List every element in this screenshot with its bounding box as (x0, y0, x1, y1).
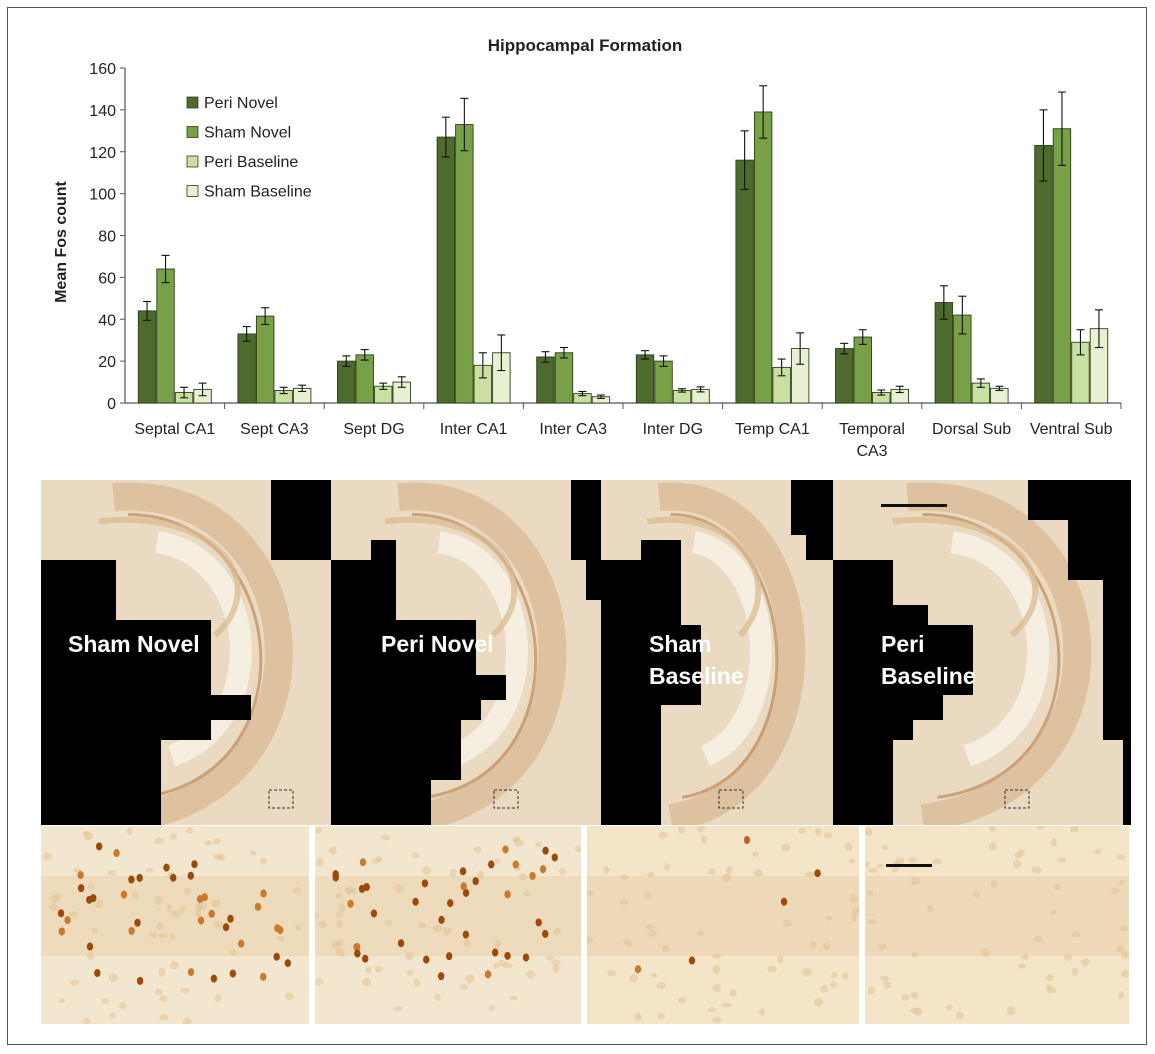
x-tick-label: Ventral Sub (1030, 421, 1113, 438)
panel-label: Peri Novel (381, 631, 494, 657)
x-tick-label: Inter DG (643, 421, 703, 438)
tissue-section-image (331, 480, 601, 825)
bar-peri-novel (237, 333, 256, 404)
y-tick-label: 160 (89, 61, 116, 78)
panel-label: Sham Baseline (649, 631, 744, 689)
x-tick-label: Inter CA3 (539, 421, 607, 438)
y-tick-label: 100 (89, 187, 116, 204)
bar-sham-novel (554, 352, 574, 404)
microscopy-panel (587, 826, 859, 1024)
legend-swatch (186, 96, 199, 109)
scale-bar (886, 864, 932, 867)
legend-label: Peri Baseline (204, 154, 298, 171)
legend-label: Sham Novel (204, 125, 291, 142)
tissue-section-image (41, 480, 331, 825)
axes: 0 20 40 60 80 100 120 140 160 Septal CA1 Sept CA3 S… (89, 61, 1122, 460)
bar-sham-novel (853, 336, 872, 404)
microscopy-panel-row (41, 826, 1131, 1024)
y-tick-label: 140 (89, 103, 116, 120)
legend-label: Peri Novel (204, 95, 278, 112)
x-tick-label: Septal CA1 (134, 421, 215, 438)
bar-peri-novel (536, 356, 555, 404)
x-tick-label: CA3 (856, 443, 887, 460)
bar-peri-novel (1034, 145, 1053, 404)
bar-sham-novel (455, 124, 474, 404)
x-tick-label: Sept DG (343, 421, 404, 438)
legend-swatch (186, 185, 199, 197)
chart-title: Hippocampal Formation (488, 36, 683, 55)
figure-frame: Hippocampal Formation Mean Fos count 0 20… (7, 7, 1147, 1045)
bar-peri-novel (835, 348, 854, 404)
bar-sham-novel (156, 268, 175, 404)
panel-label: Sham Novel (68, 631, 200, 657)
x-tick-label: Dorsal Sub (932, 421, 1011, 438)
tissue-panel: Peri Novel (331, 480, 601, 825)
y-tick-label: 120 (89, 145, 116, 162)
bar-peri-novel (337, 360, 356, 404)
tissue-panel: Sham Baseline (601, 480, 833, 825)
legend-swatch (186, 155, 199, 168)
tissue-section-image (601, 480, 833, 825)
tissue-panel-row: Sham Novel Peri Novel Sham Baseline Peri Ba… (41, 480, 1131, 825)
bar-chart: Hippocampal Formation Mean Fos count 0 20… (53, 36, 1122, 460)
microscopy-panel (315, 826, 581, 1024)
legend-swatch (186, 126, 199, 138)
x-tick-label: Temporal (839, 421, 905, 438)
bar-peri-novel (735, 159, 754, 404)
bar-sham-novel (753, 111, 773, 404)
y-tick-label: 60 (98, 270, 116, 287)
tissue-panel: Sham Novel (41, 480, 331, 825)
microscopy-panel (41, 826, 309, 1024)
tissue-section-image (833, 480, 1131, 825)
microscopy-panel (865, 826, 1129, 1024)
panel-label: Peri Baseline (881, 631, 976, 689)
x-tick-label: Inter CA1 (440, 421, 508, 438)
bar-sham-novel (1052, 128, 1072, 404)
x-tick-label: Sept CA3 (240, 421, 309, 438)
legend-label: Sham Baseline (204, 184, 312, 201)
bar-sham-novel (355, 354, 374, 404)
legend: Peri Novel Sham Novel Peri Baseline Sham Ba… (186, 95, 312, 201)
x-tick-label: Temp CA1 (735, 421, 810, 438)
y-axis-label: Mean Fos count (53, 180, 70, 302)
bar-sham-novel (654, 360, 673, 404)
bars (137, 85, 1109, 404)
bar-peri-novel (635, 354, 655, 404)
y-tick-label: 80 (98, 229, 116, 246)
tissue-panel: Peri Baseline (833, 480, 1131, 825)
bar-peri-novel (137, 310, 157, 404)
y-tick-label: 20 (98, 354, 116, 371)
bar-peri-novel (436, 136, 456, 404)
scale-bar (881, 504, 947, 507)
bar-sham-novel (255, 315, 275, 404)
y-tick-label: 0 (107, 396, 116, 413)
y-tick-label: 40 (98, 312, 116, 329)
